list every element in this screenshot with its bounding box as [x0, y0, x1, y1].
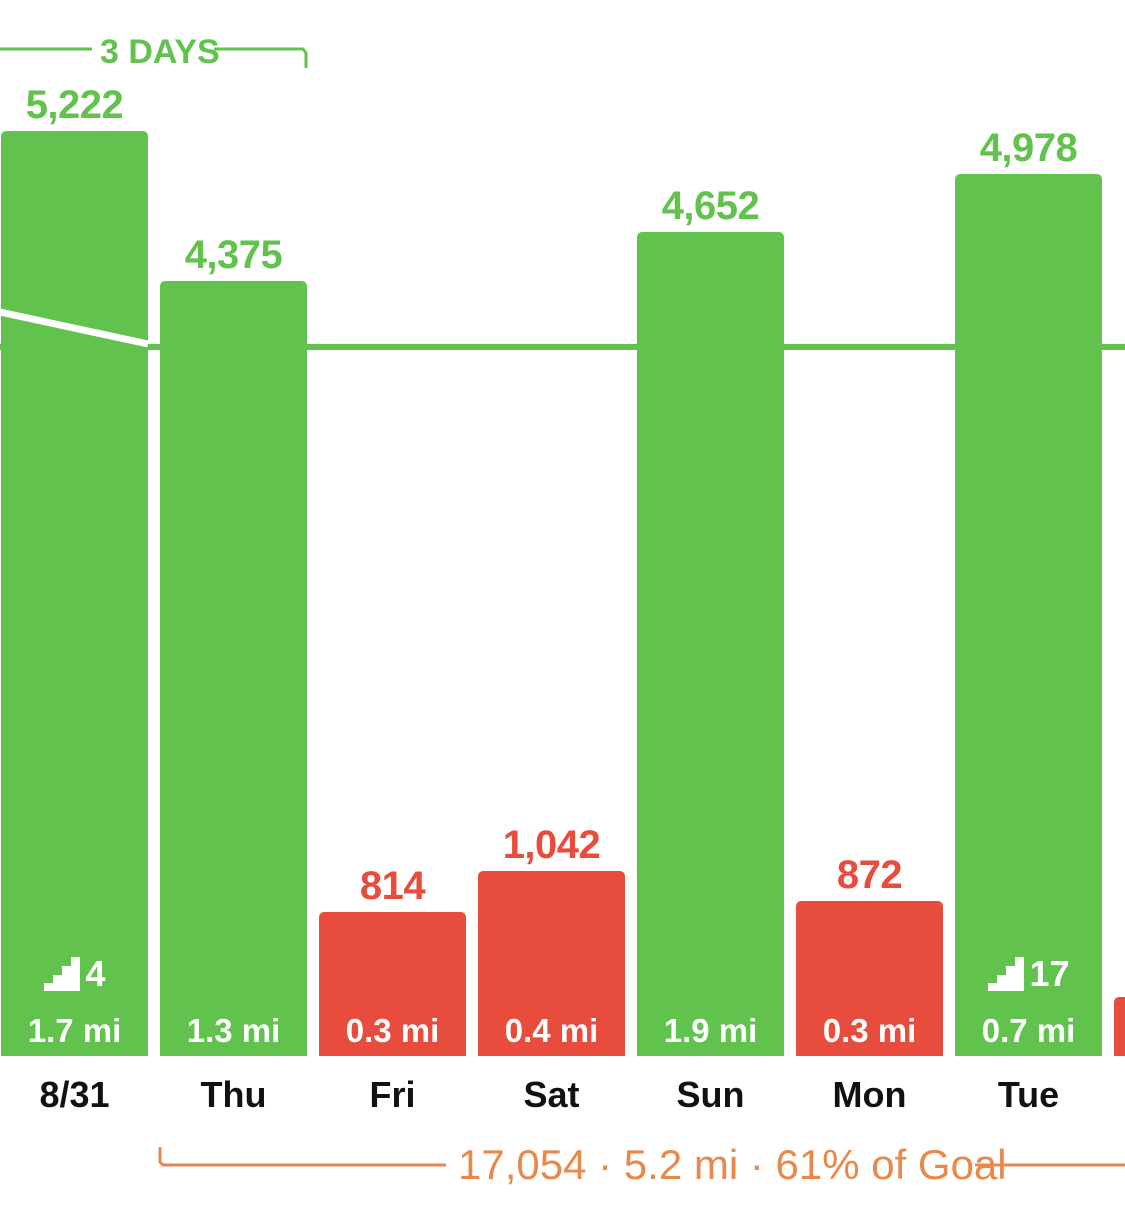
bar-sat[interactable]: [478, 871, 625, 1056]
value-label: 4,978: [979, 125, 1078, 170]
summary-bracket: [158, 1147, 1125, 1167]
distance-label: 1.9 mi: [663, 1012, 758, 1049]
bar-sun[interactable]: [637, 231, 784, 1056]
value-label: 4,375: [184, 232, 283, 277]
bar-8-31[interactable]: [1, 130, 148, 1056]
value-label: 814: [359, 863, 426, 908]
day-label: Thu: [200, 1074, 267, 1115]
trend-line: [0, 308, 149, 348]
floors-indicator: 17: [987, 953, 1070, 994]
distance-label: 1.7 mi: [27, 1012, 122, 1049]
distance-label: 0.4 mi: [504, 1012, 599, 1049]
day-label: Sat: [523, 1074, 580, 1115]
value-label: 5,222: [25, 82, 124, 127]
day-label: Fri: [369, 1074, 416, 1115]
distance-label: 0.7 mi: [981, 1012, 1076, 1049]
day-label: 8/31: [39, 1074, 110, 1115]
goal-line: [0, 344, 1125, 351]
floors-indicator: 4: [43, 953, 106, 994]
day-label: Mon: [832, 1074, 907, 1115]
day-label: Sun: [676, 1074, 745, 1115]
floors-count: 17: [1029, 953, 1070, 994]
floors-count: 4: [85, 953, 106, 994]
distance-label: 0.3 mi: [822, 1012, 917, 1049]
bar-fri[interactable]: [319, 911, 466, 1056]
day-label: Tue: [997, 1074, 1060, 1115]
distance-label: 0.3 mi: [345, 1012, 440, 1049]
partial-next-bar: [1114, 997, 1125, 1056]
bar-mon[interactable]: [796, 901, 943, 1056]
value-label: 872: [836, 853, 903, 898]
streak-label: 3 DAYS: [100, 33, 220, 71]
value-label: 4,652: [661, 183, 760, 228]
streak-bracket: [0, 47, 308, 68]
bar-tue[interactable]: [955, 173, 1102, 1056]
summary-label: 17,054 · 5.2 mi · 61% of Goal: [458, 1141, 1007, 1188]
stairs-icon: [987, 957, 1024, 991]
distance-label: 1.3 mi: [186, 1012, 281, 1049]
bar-thu[interactable]: [160, 280, 307, 1056]
stairs-icon: [43, 957, 80, 991]
value-label: 1,042: [502, 823, 601, 868]
